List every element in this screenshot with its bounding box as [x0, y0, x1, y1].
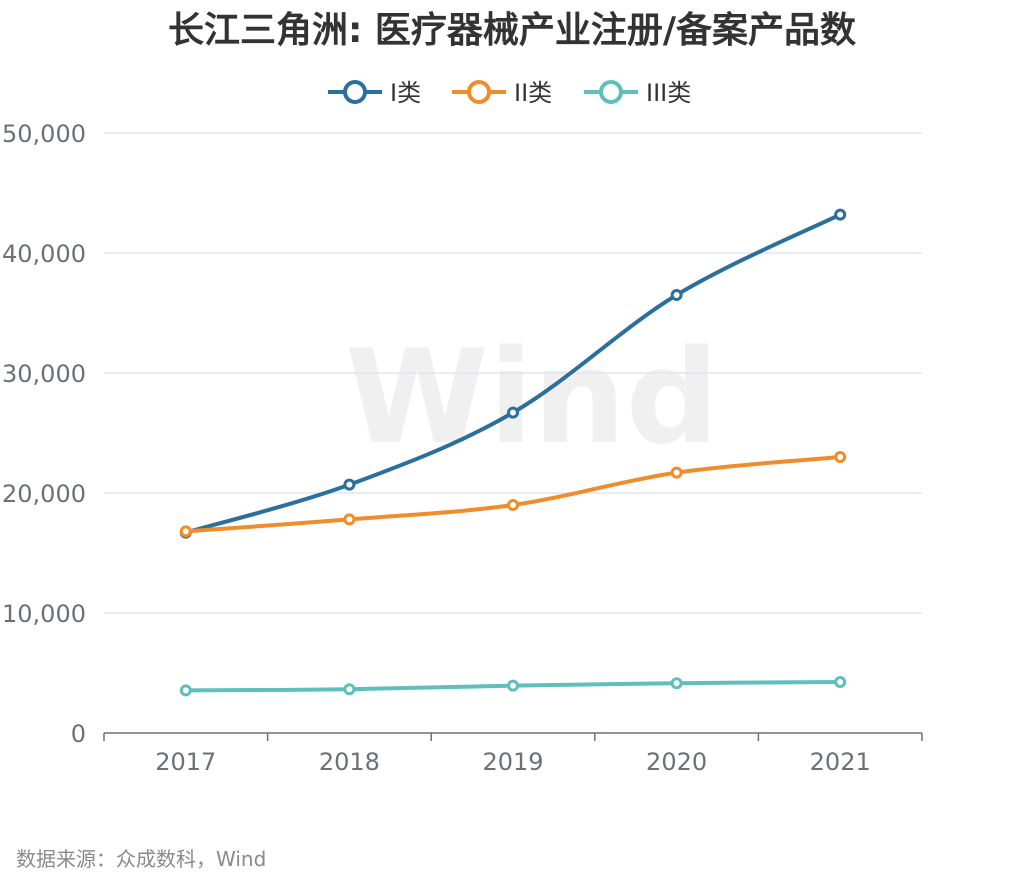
- y-tick-label: 10,000: [2, 600, 86, 628]
- y-tick-label: 20,000: [2, 480, 86, 508]
- data-point[interactable]: [834, 208, 847, 221]
- legend-item[interactable]: I类: [328, 79, 421, 107]
- data-point[interactable]: [670, 677, 683, 690]
- x-tick-label: 2018: [319, 748, 380, 776]
- legend-marker: [343, 80, 367, 104]
- data-point[interactable]: [507, 679, 519, 692]
- y-tick-label: 30,000: [2, 360, 86, 388]
- data-point[interactable]: [343, 683, 356, 696]
- data-point[interactable]: [179, 525, 192, 538]
- chart-title: 长江三角洲: 医疗器械产业注册/备案产品数: [168, 10, 856, 51]
- data-point[interactable]: [670, 289, 683, 301]
- legend-item[interactable]: II类: [452, 79, 552, 107]
- legend-label: I类: [390, 79, 421, 107]
- legend: I类 II类 III类: [328, 79, 691, 107]
- legend-label: III类: [646, 79, 691, 107]
- legend-marker: [467, 80, 491, 104]
- legend-item[interactable]: III类: [584, 79, 691, 107]
- y-tick-label: 50,000: [2, 120, 86, 148]
- data-point[interactable]: [507, 406, 519, 419]
- data-point[interactable]: [834, 451, 847, 463]
- data-point[interactable]: [343, 478, 356, 491]
- series-3: [179, 676, 847, 697]
- legend-marker: [599, 80, 623, 104]
- x-tick-label: 2021: [810, 748, 871, 776]
- data-point[interactable]: [670, 466, 683, 479]
- y-tick-label: 40,000: [2, 240, 86, 268]
- y-tick-label: 0: [71, 720, 86, 748]
- x-tick-label: 2019: [482, 748, 543, 776]
- data-point[interactable]: [834, 676, 847, 688]
- data-point[interactable]: [343, 513, 356, 526]
- watermark: Wind: [345, 321, 719, 473]
- series-2: [179, 451, 847, 538]
- series-lines: [179, 208, 847, 697]
- gridlines: 0 10,000 20,000 30,000 40,000 50,000: [2, 120, 922, 748]
- axes: 2017 2018 2019 2020 2021: [103, 732, 923, 776]
- x-tick-label: 2017: [155, 748, 216, 776]
- source-note: 数据来源：众成数科，Wind: [16, 847, 266, 871]
- data-point[interactable]: [507, 499, 519, 511]
- legend-label: II类: [514, 79, 552, 107]
- data-point[interactable]: [179, 684, 192, 697]
- x-tick-label: 2020: [646, 748, 707, 776]
